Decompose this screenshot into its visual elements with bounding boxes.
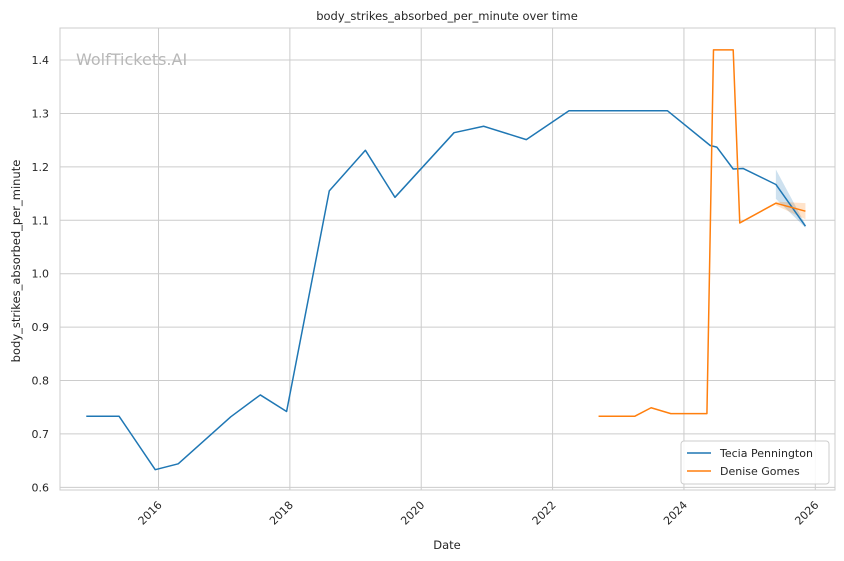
y-tick-labels: 0.6 0.7 0.8 0.9 1.0 1.1 1.2 1.3 1.4 (32, 54, 50, 494)
y-tick-label: 0.7 (32, 428, 50, 441)
y-tick-label: 0.6 (32, 481, 50, 494)
series-lines (86, 49, 807, 471)
legend-label-tecia-pennington: Tecia Pennington (719, 447, 813, 460)
series-line-denise-gomes (598, 49, 806, 418)
y-tick-label: 1.0 (32, 268, 50, 281)
chart-title: body_strikes_absorbed_per_minute over ti… (316, 9, 578, 23)
y-tick-label: 1.1 (32, 214, 50, 227)
y-tick-label: 0.8 (32, 375, 50, 388)
y-tick-label: 0.9 (32, 321, 50, 334)
watermark: WolfTickets.AI (76, 50, 187, 69)
y-axis-label: body_strikes_absorbed_per_minute (9, 160, 23, 363)
x-axis-label: Date (433, 538, 461, 552)
plot-frame (59, 27, 836, 491)
series-line-tecia-pennington (86, 110, 807, 471)
grid (60, 28, 835, 490)
legend-label-denise-gomes: Denise Gomes (720, 465, 800, 478)
confidence-band-tecia-pennington (775, 169, 806, 228)
legend-box (680, 440, 830, 485)
y-tick-label: 1.3 (32, 107, 50, 120)
legend: Tecia Pennington Denise Gomes (680, 440, 830, 485)
y-tick-label: 1.4 (32, 54, 50, 67)
y-tick-label: 1.2 (32, 161, 50, 174)
